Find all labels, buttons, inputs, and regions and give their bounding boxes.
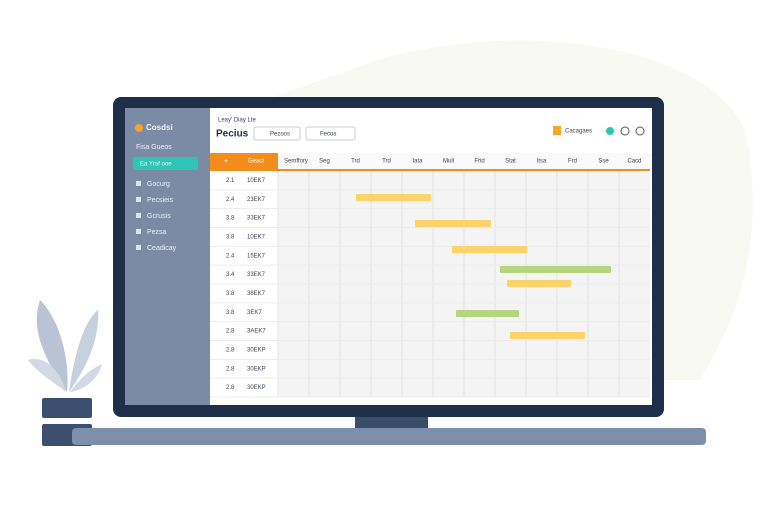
laptop-base [72, 428, 706, 445]
page-title: Pecius [216, 129, 249, 140]
task-bar [356, 194, 431, 201]
row-id: 2.4 [226, 253, 235, 259]
filter-label[interactable]: Fecos [320, 132, 336, 138]
nav-item[interactable]: Pezsa [147, 229, 167, 236]
column-header: Trd [351, 159, 360, 165]
gantt-bars [356, 194, 611, 339]
row-id: 2.1 [226, 178, 235, 184]
filter-dropdown[interactable] [253, 126, 301, 141]
action-icon[interactable] [553, 126, 561, 135]
nav-icon [136, 245, 141, 250]
column-header: Iata [412, 159, 423, 165]
nav-icon [136, 197, 141, 202]
filter-dropdown[interactable] [305, 126, 356, 141]
task-bar [507, 280, 571, 287]
column-header: Frid [474, 159, 484, 165]
sidebar [125, 108, 210, 405]
column-header: Semffory [284, 159, 308, 165]
row-id: 3.4 [226, 272, 235, 278]
column-header: Cacd [627, 159, 641, 165]
column-header: Itsa [537, 159, 547, 165]
action-label[interactable]: Cacagaes [565, 129, 592, 135]
logo: Cosdsi [146, 123, 173, 132]
button-label[interactable]: Ea Yraf ooe [140, 162, 172, 168]
row-id: 2.8 [226, 385, 235, 391]
row-id: 2.8 [226, 347, 235, 353]
column-header: Trd [382, 159, 391, 165]
nav-item[interactable]: Ceadicay [147, 245, 177, 252]
task-bar [500, 266, 611, 273]
task-bar [452, 246, 527, 253]
row-code: 30EKP [247, 385, 266, 391]
nav-item[interactable]: Pecsieis [147, 197, 174, 204]
row-code: 30EKP [247, 366, 266, 372]
row-code: 23EK7 [247, 197, 266, 203]
row-id: 2.8 [226, 329, 235, 335]
nav-icon [136, 181, 141, 186]
plant [28, 300, 102, 446]
column-header: Geact [248, 159, 264, 165]
row-id: 3.8 [226, 216, 235, 222]
filter-label[interactable]: Pezoos [270, 132, 290, 138]
primary-button[interactable] [133, 157, 198, 170]
column-header: Frd [568, 159, 577, 165]
row-id: 3.8 [226, 234, 235, 240]
column-header: Sse [598, 159, 609, 165]
row-code: 3EK7 [247, 310, 262, 316]
task-bar [415, 220, 491, 227]
row-code: 33EK7 [247, 216, 266, 222]
column-header: Stat [505, 159, 516, 165]
section-label: Fisa Gueos [136, 144, 172, 151]
nav-icon [136, 229, 141, 234]
row-id: 2.8 [226, 366, 235, 372]
row-code: 33EK7 [247, 272, 266, 278]
column-header: Mull [443, 159, 454, 165]
task-bar [510, 332, 585, 339]
row-code: 30EKP [247, 347, 266, 353]
row-code: 38EK7 [247, 291, 266, 297]
row-code: 10EK7 [247, 178, 266, 184]
nav-item[interactable]: Gcrusis [147, 213, 171, 220]
task-bar [456, 310, 519, 317]
icon[interactable] [635, 126, 645, 136]
logo-icon [135, 124, 143, 132]
row-id: 3.8 [226, 310, 235, 316]
row-code: 3AEK7 [247, 329, 266, 335]
nav-icon [136, 213, 141, 218]
row-code: 10EK7 [247, 234, 266, 240]
nav-item[interactable]: Gocurg [147, 181, 170, 188]
column-header: Seg [319, 159, 330, 165]
row-id: 3.8 [226, 291, 235, 297]
table-header [210, 153, 652, 170]
icon[interactable] [620, 126, 630, 136]
row-id: 2.4 [226, 197, 235, 203]
header-accent [210, 153, 278, 170]
breadcrumb: Leay' Diay Lte [218, 118, 256, 124]
status-icon[interactable] [606, 127, 614, 135]
add-button[interactable]: + [224, 158, 228, 165]
row-code: 15EK7 [247, 253, 266, 259]
laptop-hinge [355, 414, 428, 430]
